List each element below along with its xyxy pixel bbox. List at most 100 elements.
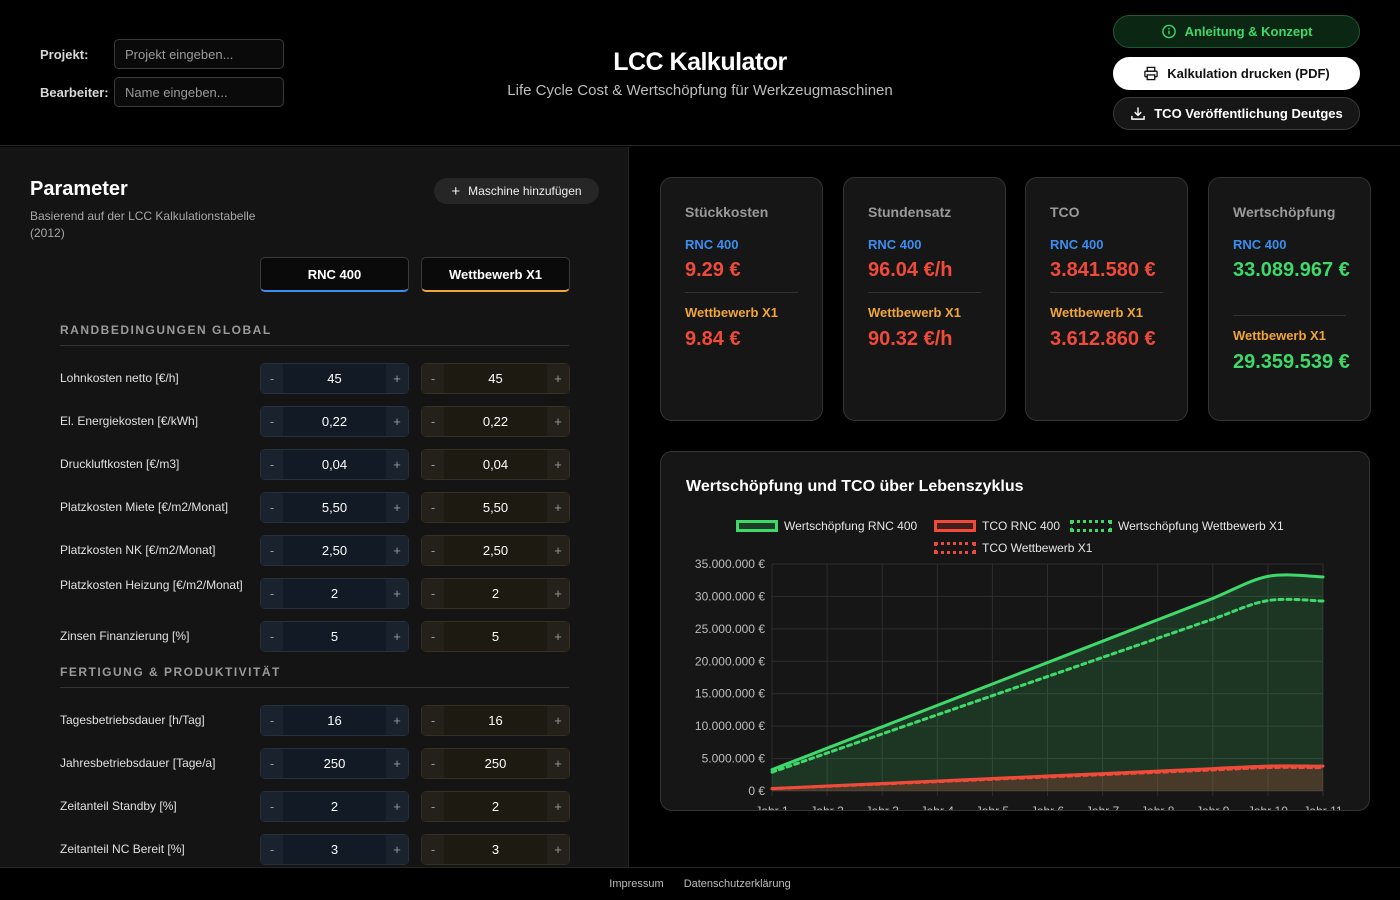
decrement-button[interactable]: - [261, 450, 283, 479]
series-line [770, 573, 1325, 772]
legend-item[interactable]: Wertschöpfung Wettbewerb X1 [1070, 519, 1284, 533]
editor-label: Bearbeiter: [40, 84, 109, 100]
decrement-button[interactable]: - [422, 622, 444, 651]
increment-button[interactable]: + [547, 706, 569, 735]
decrement-button[interactable]: - [422, 407, 444, 436]
param-value[interactable]: 3 [491, 842, 500, 857]
kpi-machine-a: RNC 400 [1233, 237, 1287, 252]
kpi-divider [685, 292, 798, 293]
kpi-card: Stundensatz RNC 400 96.04 €/h Wettbewerb… [843, 177, 1006, 421]
decrement-button[interactable]: - [261, 622, 283, 651]
decrement-button[interactable]: - [261, 536, 283, 565]
page-title: LCC Kalkulator [613, 48, 787, 76]
x-tick-label: Jahr 11 [1303, 804, 1342, 810]
increment-button[interactable]: + [386, 706, 408, 735]
parameter-panel: Parameter Basierend auf der LCC Kalkulat… [0, 147, 629, 867]
param-value[interactable]: 5 [491, 629, 500, 644]
decrement-button[interactable]: - [422, 706, 444, 735]
privacy-link[interactable]: Datenschutzerklärung [683, 878, 791, 890]
param-value[interactable]: 2 [491, 799, 500, 814]
param-value[interactable]: 3 [330, 842, 339, 857]
increment-button[interactable]: + [547, 364, 569, 393]
editor-input[interactable] [114, 77, 284, 107]
param-value[interactable]: 0,04 [321, 457, 348, 472]
legend-item[interactable]: TCO Wettbewerb X1 [934, 541, 1092, 555]
download-button-label: TCO Veröffentlichung Deutges [1154, 106, 1343, 121]
kpi-title: TCO [1050, 204, 1080, 220]
increment-button[interactable]: + [386, 749, 408, 778]
lifecycle-chart: 0 € 5.000.000 € 10.000.000 € 15.000.000 € 20… [695, 557, 1343, 810]
increment-button[interactable]: + [547, 749, 569, 778]
param-value[interactable]: 250 [323, 756, 346, 771]
increment-button[interactable]: + [547, 536, 569, 565]
increment-button[interactable]: + [547, 622, 569, 651]
section-title: FERTIGUNG & PRODUKTIVITÄT [60, 665, 569, 688]
decrement-button[interactable]: - [261, 792, 283, 821]
decrement-button[interactable]: - [422, 792, 444, 821]
increment-button[interactable]: + [386, 450, 408, 479]
download-button[interactable]: TCO Veröffentlichung Deutges [1113, 97, 1360, 130]
increment-button[interactable]: + [386, 407, 408, 436]
decrement-button[interactable]: - [422, 749, 444, 778]
param-value[interactable]: 5,50 [321, 500, 348, 515]
parameter-title: Parameter [30, 178, 128, 200]
param-value[interactable]: 16 [488, 713, 503, 728]
decrement-button[interactable]: - [422, 364, 444, 393]
param-value[interactable]: 2 [330, 799, 339, 814]
param-value[interactable]: 45 [327, 371, 342, 386]
increment-button[interactable]: + [547, 407, 569, 436]
increment-button[interactable]: + [547, 450, 569, 479]
param-value[interactable]: 16 [327, 713, 342, 728]
x-tick-label: Jahr 5 [976, 804, 1010, 810]
param-value[interactable]: 0,04 [482, 457, 509, 472]
increment-button[interactable]: + [547, 835, 569, 864]
param-value[interactable]: 0,22 [321, 414, 348, 429]
param-value[interactable]: 45 [488, 371, 503, 386]
param-value[interactable]: 250 [484, 756, 507, 771]
legend-item[interactable]: Wertschöpfung RNC 400 [736, 519, 917, 533]
legend-item[interactable]: TCO RNC 400 [934, 519, 1060, 533]
decrement-button[interactable]: - [261, 835, 283, 864]
increment-button[interactable]: + [386, 536, 408, 565]
increment-button[interactable]: + [547, 579, 569, 608]
decrement-button[interactable]: - [261, 364, 283, 393]
increment-button[interactable]: + [386, 364, 408, 393]
increment-button[interactable]: + [386, 622, 408, 651]
add-machine-button[interactable]: + Maschine hinzufügen [434, 178, 599, 204]
param-value[interactable]: 2 [330, 586, 339, 601]
param-value[interactable]: 5 [330, 629, 339, 644]
param-value[interactable]: 0,22 [482, 414, 509, 429]
decrement-button[interactable]: - [422, 835, 444, 864]
increment-button[interactable]: + [386, 835, 408, 864]
print-button[interactable]: Kalkulation drucken (PDF) [1113, 57, 1360, 90]
increment-button[interactable]: + [547, 792, 569, 821]
decrement-button[interactable]: - [261, 706, 283, 735]
decrement-button[interactable]: - [261, 407, 283, 436]
decrement-button[interactable]: - [422, 579, 444, 608]
impressum-link[interactable]: Impressum [609, 878, 664, 890]
kpi-machine-a: RNC 400 [868, 237, 922, 252]
decrement-button[interactable]: - [261, 749, 283, 778]
decrement-button[interactable]: - [422, 450, 444, 479]
param-value[interactable]: 2,50 [321, 543, 348, 558]
kpi-machine-b: Wettbewerb X1 [868, 305, 961, 320]
param-value[interactable]: 5,50 [482, 500, 509, 515]
decrement-button[interactable]: - [422, 536, 444, 565]
chart-title: Wertschöpfung und TCO über Lebenszyklus [686, 478, 1024, 495]
machine-header-rnc: RNC 400 [260, 257, 409, 292]
increment-button[interactable]: + [547, 493, 569, 522]
decrement-button[interactable]: - [422, 493, 444, 522]
param-label: Platzkosten Miete [€/m2/Monat] [60, 500, 229, 514]
increment-button[interactable]: + [386, 792, 408, 821]
kpi-machine-b: Wettbewerb X1 [685, 305, 778, 320]
increment-button[interactable]: + [386, 493, 408, 522]
decrement-button[interactable]: - [261, 493, 283, 522]
decrement-button[interactable]: - [261, 579, 283, 608]
kpi-machine-a: RNC 400 [685, 237, 739, 252]
param-stepper-rnc: - 0,04 + [260, 449, 409, 480]
project-input[interactable] [114, 39, 284, 69]
param-value[interactable]: 2 [491, 586, 500, 601]
param-value[interactable]: 2,50 [482, 543, 509, 558]
increment-button[interactable]: + [386, 579, 408, 608]
guide-button[interactable]: Anleitung & Konzept [1113, 15, 1360, 48]
